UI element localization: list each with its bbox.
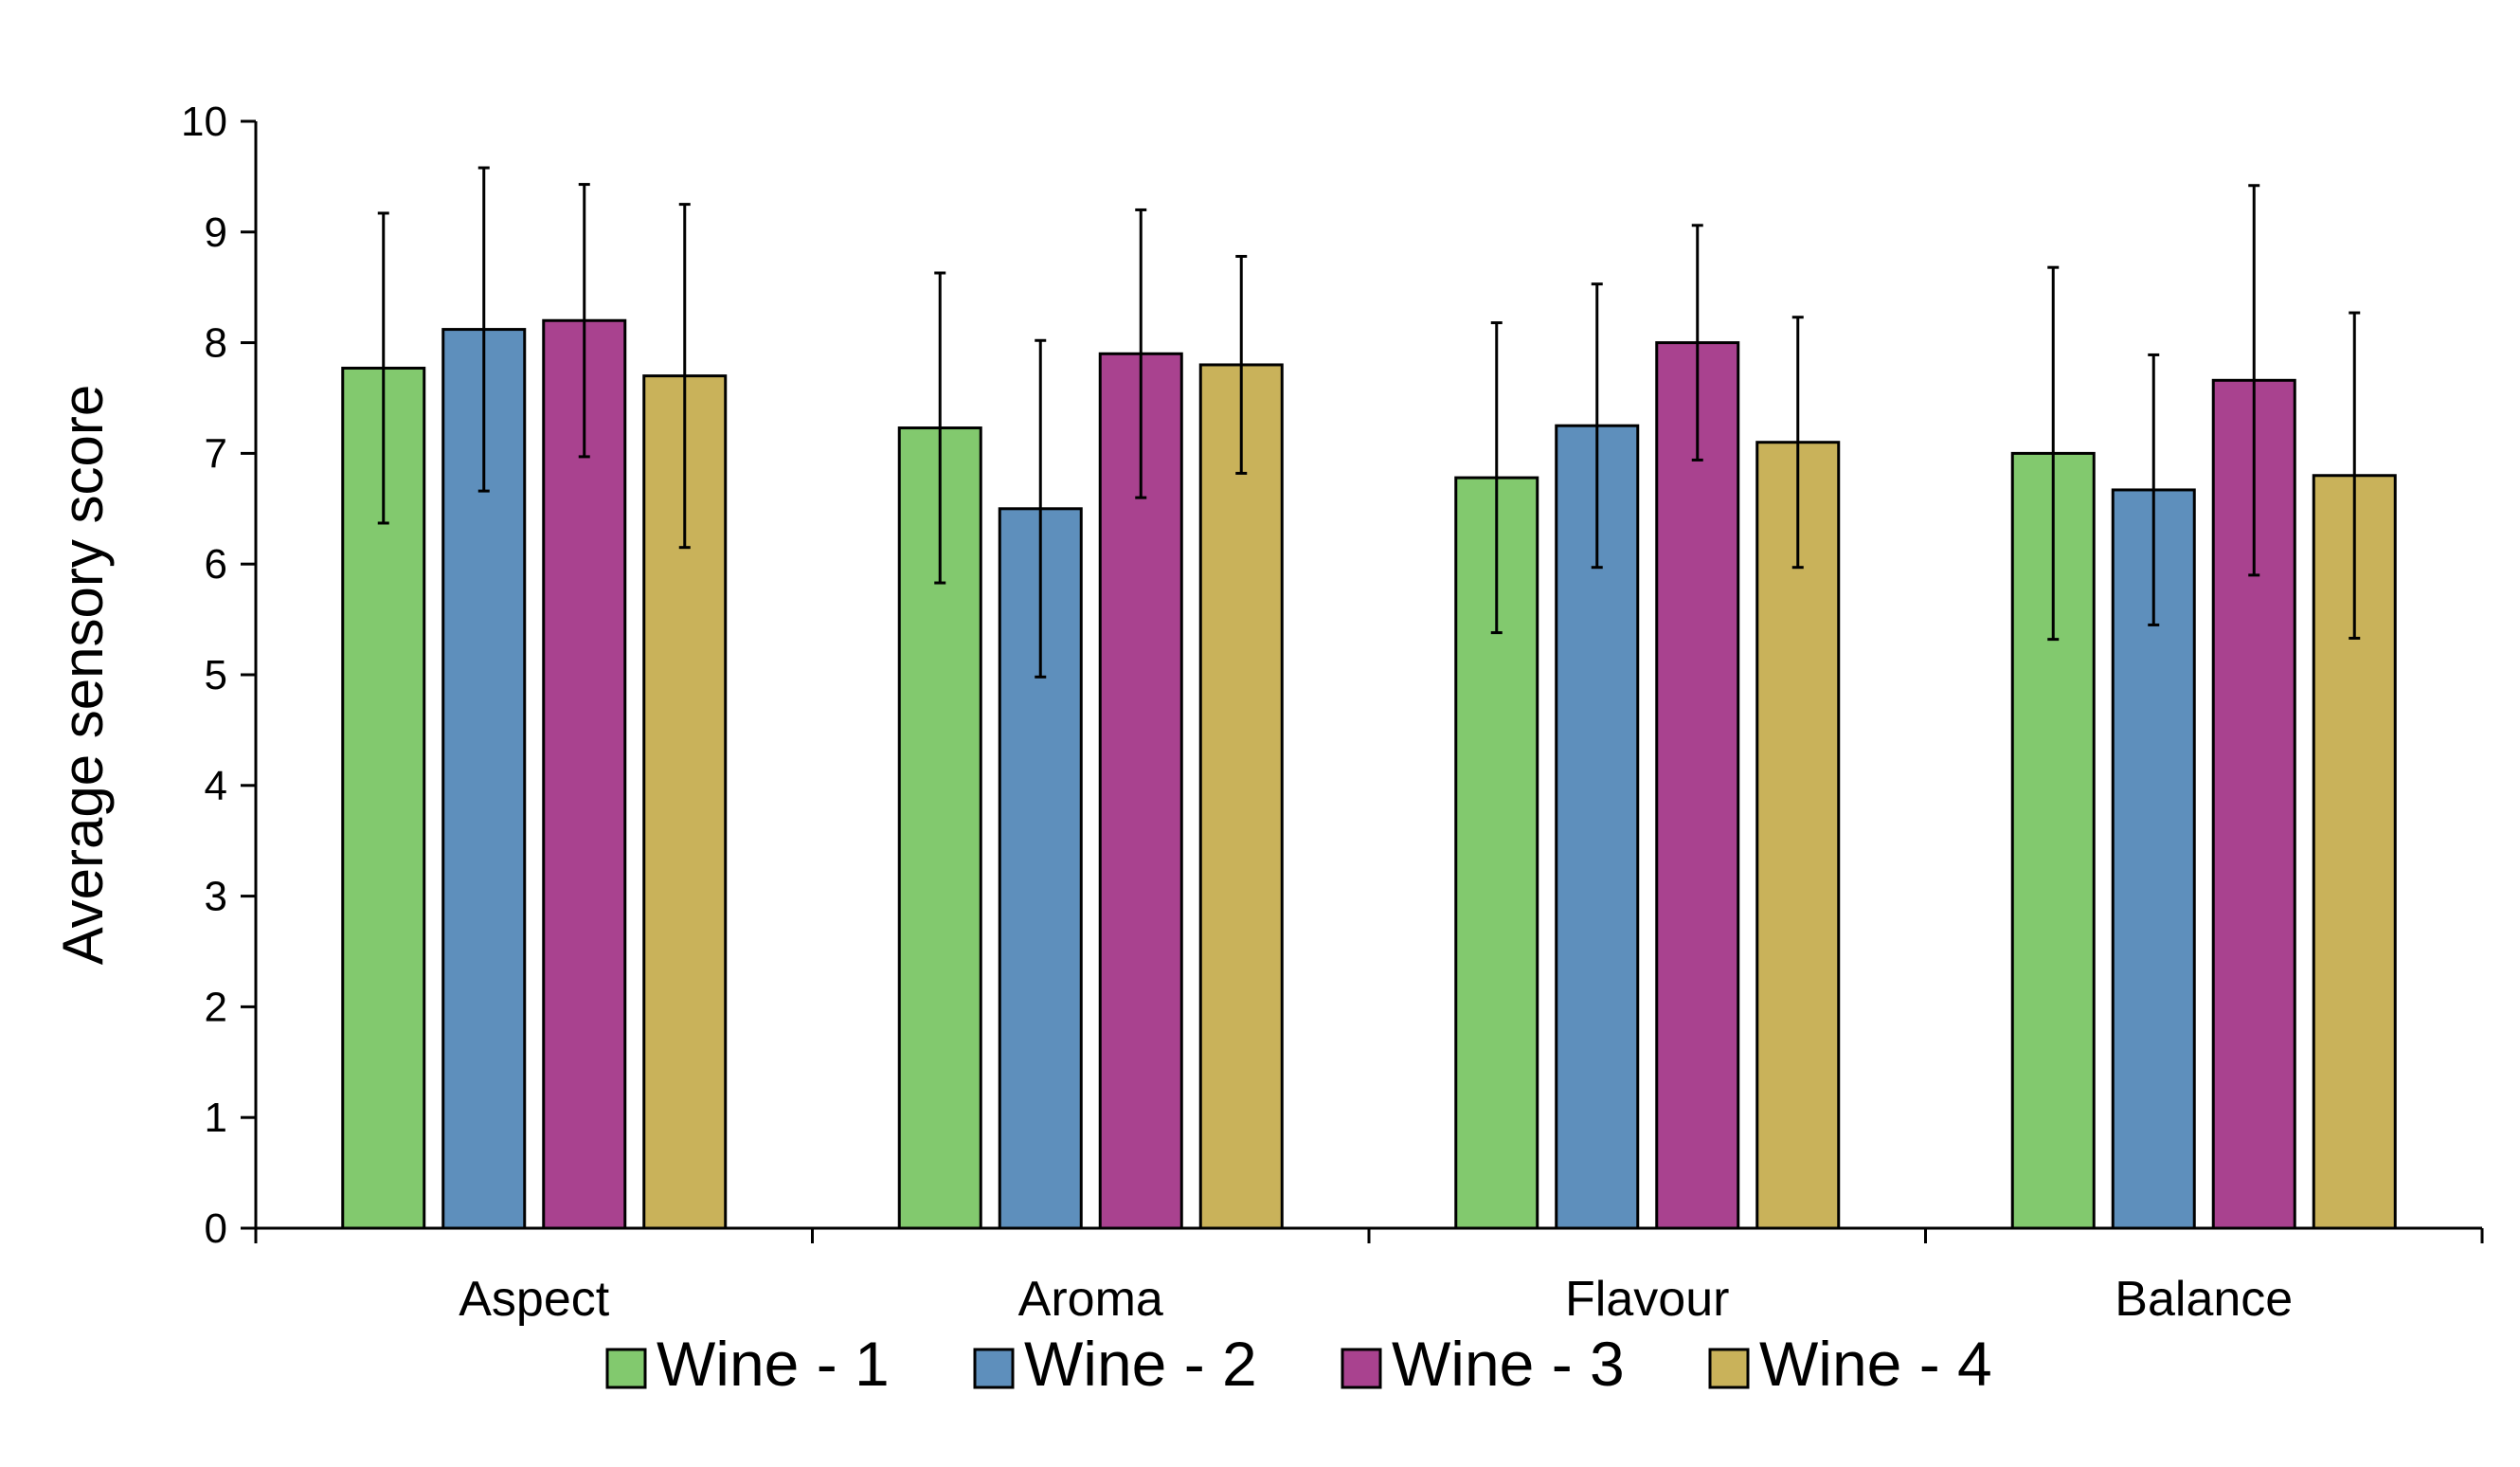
legend-swatch [1708, 1348, 1750, 1389]
legend-swatch [973, 1348, 1015, 1389]
legend: Wine - 1 Wine - 2 Wine - 3 Wine - 4 [605, 1329, 1992, 1399]
legend-swatch [1341, 1348, 1382, 1389]
y-tick-label: 10 [181, 99, 227, 145]
axes [241, 119, 2484, 1243]
bars [341, 318, 2397, 1230]
legend-label: Wine - 4 [1759, 1329, 1992, 1399]
y-tick-label: 9 [205, 209, 227, 256]
y-tick-label: 3 [205, 874, 227, 920]
y-tick-label: 5 [205, 652, 227, 698]
y-tick-label: 6 [205, 541, 227, 588]
x-category-label: Aspect [459, 1272, 610, 1327]
x-category-label: Aroma [1018, 1272, 1163, 1327]
bar [1655, 341, 1740, 1230]
axis-labels: 0 1 2 3 4 5 6 7 8 9 10 Aspect Aroma Flavour Balance [181, 99, 2293, 1327]
error-bars [377, 166, 2361, 679]
y-tick-label: 0 [205, 1205, 227, 1252]
legend-label: Wine - 1 [657, 1329, 890, 1399]
bar [1098, 352, 1183, 1230]
y-tick-label: 1 [205, 1095, 227, 1141]
bar [1198, 363, 1284, 1230]
legend-label: Wine - 3 [1392, 1329, 1625, 1399]
legend-label: Wine - 2 [1024, 1329, 1257, 1399]
y-tick-label: 4 [205, 763, 227, 809]
y-tick-label: 8 [205, 320, 227, 367]
y-tick-label: 2 [205, 984, 227, 1030]
legend-swatch [605, 1348, 647, 1389]
y-axis-title: Average sensory score [51, 385, 115, 966]
y-tick-label: 7 [205, 430, 227, 477]
bar [1755, 441, 1841, 1230]
x-category-label: Balance [2115, 1272, 2293, 1327]
x-category-label: Flavour [1565, 1272, 1729, 1327]
